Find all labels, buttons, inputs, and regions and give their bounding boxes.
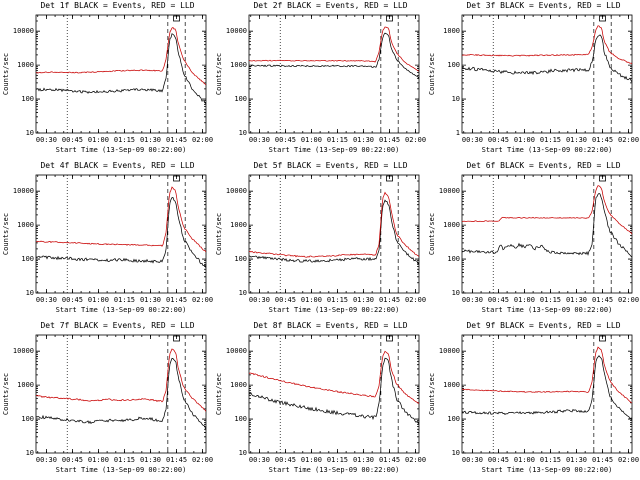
chart-title: Det 3f BLACK = Events, RED = LLD [466, 1, 621, 10]
chart-canvas [426, 172, 639, 320]
chart-title: Det 6f BLACK = Events, RED = LLD [466, 161, 621, 170]
chart-canvas [213, 12, 426, 160]
subplot-det-4f: Det 4f BLACK = Events, RED = LLD [0, 160, 213, 320]
subplot-det-9f: Det 9f BLACK = Events, RED = LLD [426, 320, 639, 480]
subplot-det-5f: Det 5f BLACK = Events, RED = LLD [213, 160, 426, 320]
subplot-det-7f: Det 7f BLACK = Events, RED = LLD [0, 320, 213, 480]
chart-canvas [213, 172, 426, 320]
chart-canvas [426, 332, 639, 480]
chart-title: Det 4f BLACK = Events, RED = LLD [40, 161, 195, 170]
chart-canvas [0, 172, 213, 320]
chart-canvas [213, 332, 426, 480]
chart-title: Det 2f BLACK = Events, RED = LLD [253, 1, 408, 10]
chart-title: Det 7f BLACK = Events, RED = LLD [40, 321, 195, 330]
chart-title: Det 5f BLACK = Events, RED = LLD [253, 161, 408, 170]
chart-title: Det 1f BLACK = Events, RED = LLD [40, 1, 195, 10]
chart-canvas [0, 12, 213, 160]
subplot-det-6f: Det 6f BLACK = Events, RED = LLD [426, 160, 639, 320]
chart-canvas [426, 12, 639, 160]
subplot-det-1f: Det 1f BLACK = Events, RED = LLD [0, 0, 213, 160]
chart-title: Det 8f BLACK = Events, RED = LLD [253, 321, 408, 330]
subplot-det-2f: Det 2f BLACK = Events, RED = LLD [213, 0, 426, 160]
subplot-det-3f: Det 3f BLACK = Events, RED = LLD [426, 0, 639, 160]
subplot-det-8f: Det 8f BLACK = Events, RED = LLD [213, 320, 426, 480]
chart-canvas [0, 332, 213, 480]
chart-title: Det 9f BLACK = Events, RED = LLD [466, 321, 621, 330]
